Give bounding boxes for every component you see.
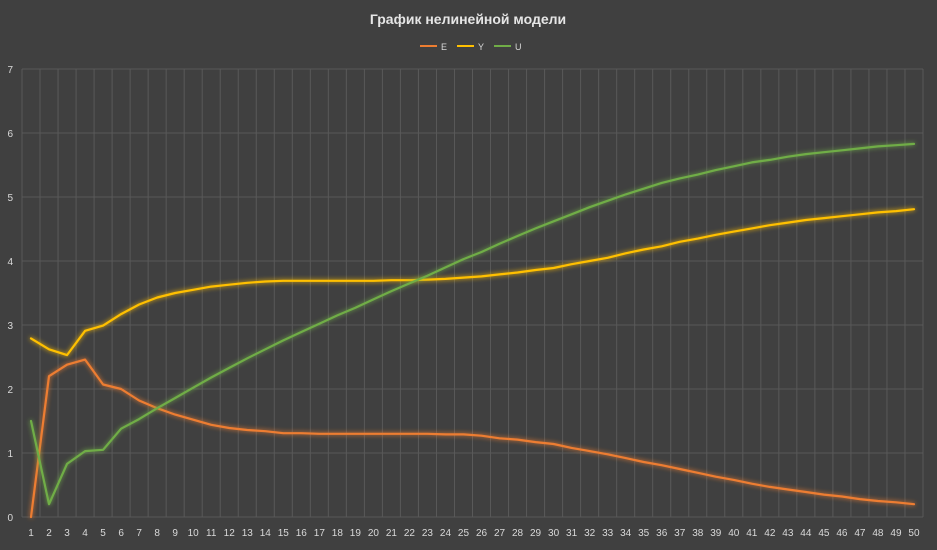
x-tick-label: 30 bbox=[548, 528, 560, 539]
legend-label: Y bbox=[478, 42, 484, 52]
x-tick-label: 49 bbox=[890, 528, 902, 539]
y-tick-label: 2 bbox=[7, 385, 13, 396]
x-tick-label: 5 bbox=[100, 528, 106, 539]
x-tick-label: 20 bbox=[368, 528, 380, 539]
x-tick-label: 18 bbox=[332, 528, 344, 539]
x-tick-label: 19 bbox=[350, 528, 362, 539]
x-tick-label: 14 bbox=[260, 528, 272, 539]
x-tick-label: 9 bbox=[172, 528, 178, 539]
x-tick-label: 2 bbox=[46, 528, 52, 539]
x-tick-label: 11 bbox=[206, 528, 217, 539]
x-tick-label: 36 bbox=[656, 528, 668, 539]
x-tick-label: 34 bbox=[620, 528, 632, 539]
x-tick-label: 29 bbox=[530, 528, 542, 539]
chart-title: График нелинейной модели bbox=[370, 11, 566, 27]
legend-item-e: E bbox=[420, 42, 447, 52]
x-axis: 1 2 3 4 5 6 7 8 9 10 11 12 13 14 15 16 17 18 19 20 21 22 23 24 2… bbox=[28, 528, 920, 539]
x-tick-label: 33 bbox=[602, 528, 614, 539]
y-tick-label: 3 bbox=[7, 321, 13, 332]
x-tick-label: 27 bbox=[494, 528, 506, 539]
y-tick-label: 4 bbox=[7, 257, 13, 268]
x-tick-label: 6 bbox=[118, 528, 124, 539]
x-tick-label: 7 bbox=[136, 528, 142, 539]
x-tick-label: 42 bbox=[764, 528, 776, 539]
legend-item-y: Y bbox=[457, 42, 484, 52]
x-tick-label: 39 bbox=[710, 528, 722, 539]
x-tick-label: 35 bbox=[638, 528, 650, 539]
x-tick-label: 15 bbox=[278, 528, 290, 539]
y-tick-label: 6 bbox=[7, 129, 13, 140]
x-tick-label: 22 bbox=[404, 528, 416, 539]
x-tick-label: 24 bbox=[440, 528, 452, 539]
x-tick-label: 28 bbox=[512, 528, 524, 539]
x-tick-label: 25 bbox=[458, 528, 470, 539]
x-tick-label: 23 bbox=[422, 528, 434, 539]
legend-label: E bbox=[441, 42, 447, 52]
x-tick-label: 17 bbox=[314, 528, 326, 539]
x-tick-label: 50 bbox=[908, 528, 920, 539]
x-tick-label: 41 bbox=[746, 528, 758, 539]
legend-item-u: U bbox=[494, 42, 522, 52]
x-tick-label: 3 bbox=[64, 528, 70, 539]
y-tick-label: 7 bbox=[7, 65, 13, 76]
series-line-y bbox=[29, 208, 916, 357]
x-tick-label: 37 bbox=[674, 528, 686, 539]
x-tick-label: 38 bbox=[692, 528, 704, 539]
x-tick-label: 1 bbox=[28, 528, 34, 539]
x-tick-label: 43 bbox=[782, 528, 794, 539]
y-tick-label: 0 bbox=[7, 513, 13, 524]
x-tick-label: 26 bbox=[476, 528, 488, 539]
series-lines bbox=[29, 142, 916, 519]
y-axis: 0 1 2 3 4 5 6 7 bbox=[7, 65, 13, 524]
y-tick-label: 5 bbox=[7, 193, 13, 204]
x-tick-label: 4 bbox=[82, 528, 88, 539]
x-tick-label: 10 bbox=[188, 528, 200, 539]
x-tick-label: 31 bbox=[566, 528, 578, 539]
x-tick-label: 8 bbox=[154, 528, 160, 539]
gridlines bbox=[21, 68, 924, 518]
x-tick-label: 21 bbox=[386, 528, 398, 539]
x-tick-label: 16 bbox=[296, 528, 308, 539]
series-line-e bbox=[29, 358, 916, 519]
legend-label: U bbox=[515, 42, 522, 52]
x-tick-label: 46 bbox=[836, 528, 848, 539]
series-line-u bbox=[29, 142, 916, 506]
x-tick-label: 12 bbox=[224, 528, 236, 539]
x-tick-label: 40 bbox=[728, 528, 740, 539]
x-tick-label: 44 bbox=[800, 528, 812, 539]
x-tick-label: 47 bbox=[854, 528, 866, 539]
y-tick-label: 1 bbox=[7, 449, 13, 460]
x-tick-label: 32 bbox=[584, 528, 596, 539]
x-tick-label: 13 bbox=[242, 528, 254, 539]
x-tick-label: 45 bbox=[818, 528, 830, 539]
x-tick-label: 48 bbox=[872, 528, 884, 539]
